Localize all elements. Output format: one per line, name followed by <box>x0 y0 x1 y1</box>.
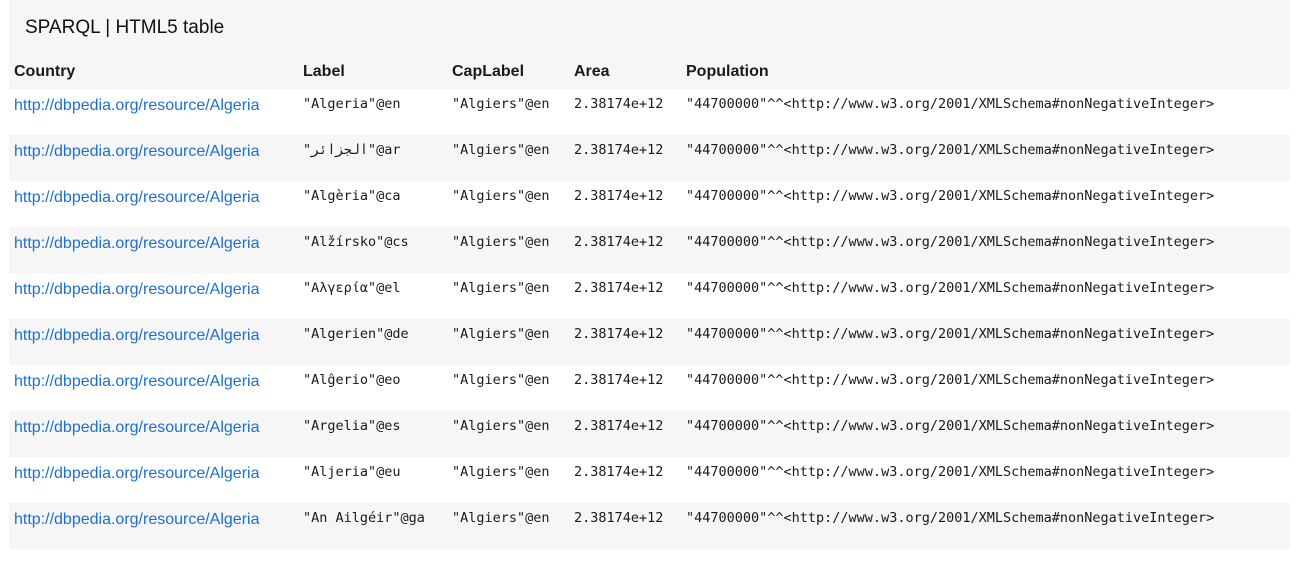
table-row: http://dbpedia.org/resource/Algeria "Alj… <box>9 457 1290 503</box>
column-header-area: Area <box>569 55 681 89</box>
cell-country: http://dbpedia.org/resource/Algeria <box>9 457 298 503</box>
cell-population: "44700000"^^<http://www.w3.org/2001/XMLS… <box>681 181 1290 227</box>
table-row: http://dbpedia.org/resource/Algeria "An … <box>9 503 1290 549</box>
cell-country: http://dbpedia.org/resource/Algeria <box>9 89 298 135</box>
table-row: http://dbpedia.org/resource/Algeria "Alĝ… <box>9 365 1290 411</box>
cell-population: "44700000"^^<http://www.w3.org/2001/XMLS… <box>681 89 1290 135</box>
cell-population: "44700000"^^<http://www.w3.org/2001/XMLS… <box>681 457 1290 503</box>
cell-area: 2.38174e+12 <box>569 319 681 365</box>
cell-country: http://dbpedia.org/resource/Algeria <box>9 319 298 365</box>
table-row: http://dbpedia.org/resource/Algeria "Alž… <box>9 227 1290 273</box>
country-link[interactable]: http://dbpedia.org/resource/Algeria <box>14 143 260 160</box>
country-link[interactable]: http://dbpedia.org/resource/Algeria <box>14 465 260 482</box>
country-link[interactable]: http://dbpedia.org/resource/Algeria <box>14 97 260 114</box>
country-link[interactable]: http://dbpedia.org/resource/Algeria <box>14 419 260 436</box>
cell-country: http://dbpedia.org/resource/Algeria <box>9 135 298 181</box>
cell-country: http://dbpedia.org/resource/Algeria <box>9 365 298 411</box>
cell-label: "An Ailgéir"@ga <box>298 503 447 549</box>
cell-population: "44700000"^^<http://www.w3.org/2001/XMLS… <box>681 319 1290 365</box>
country-link[interactable]: http://dbpedia.org/resource/Algeria <box>14 511 260 528</box>
cell-population: "44700000"^^<http://www.w3.org/2001/XMLS… <box>681 273 1290 319</box>
cell-population: "44700000"^^<http://www.w3.org/2001/XMLS… <box>681 411 1290 457</box>
cell-area: 2.38174e+12 <box>569 411 681 457</box>
country-link[interactable]: http://dbpedia.org/resource/Algeria <box>14 281 260 298</box>
cell-label: "Algerien"@de <box>298 319 447 365</box>
cell-area: 2.38174e+12 <box>569 365 681 411</box>
cell-population: "44700000"^^<http://www.w3.org/2001/XMLS… <box>681 227 1290 273</box>
cell-country: http://dbpedia.org/resource/Algeria <box>9 181 298 227</box>
country-link[interactable]: http://dbpedia.org/resource/Algeria <box>14 327 260 344</box>
column-header-label: Label <box>298 55 447 89</box>
cell-label: "Aljeria"@eu <box>298 457 447 503</box>
cell-caplabel: "Algiers"@en <box>447 365 569 411</box>
cell-area: 2.38174e+12 <box>569 273 681 319</box>
cell-caplabel: "Algiers"@en <box>447 457 569 503</box>
cell-area: 2.38174e+12 <box>569 135 681 181</box>
cell-area: 2.38174e+12 <box>569 181 681 227</box>
cell-country: http://dbpedia.org/resource/Algeria <box>9 273 298 319</box>
column-header-caplabel: CapLabel <box>447 55 569 89</box>
cell-population: "44700000"^^<http://www.w3.org/2001/XMLS… <box>681 503 1290 549</box>
cell-caplabel: "Algiers"@en <box>447 181 569 227</box>
cell-label: "Alžírsko"@cs <box>298 227 447 273</box>
country-link[interactable]: http://dbpedia.org/resource/Algeria <box>14 189 260 206</box>
cell-caplabel: "Algiers"@en <box>447 135 569 181</box>
results-table: Country Label CapLabel Area Population h… <box>9 55 1290 549</box>
table-row: http://dbpedia.org/resource/Algeria "Alg… <box>9 319 1290 365</box>
cell-population: "44700000"^^<http://www.w3.org/2001/XMLS… <box>681 365 1290 411</box>
table-row: http://dbpedia.org/resource/Algeria "Alg… <box>9 181 1290 227</box>
cell-country: http://dbpedia.org/resource/Algeria <box>9 227 298 273</box>
country-link[interactable]: http://dbpedia.org/resource/Algeria <box>14 235 260 252</box>
cell-caplabel: "Algiers"@en <box>447 89 569 135</box>
cell-label: "Algeria"@en <box>298 89 447 135</box>
cell-caplabel: "Algiers"@en <box>447 503 569 549</box>
cell-area: 2.38174e+12 <box>569 227 681 273</box>
cell-population: "44700000"^^<http://www.w3.org/2001/XMLS… <box>681 135 1290 181</box>
table-row: http://dbpedia.org/resource/Algeria "Αλγ… <box>9 273 1290 319</box>
cell-label: "Argelia"@es <box>298 411 447 457</box>
cell-label: "Alĝerio"@eo <box>298 365 447 411</box>
table-row: http://dbpedia.org/resource/Algeria "Arg… <box>9 411 1290 457</box>
column-header-population: Population <box>681 55 1290 89</box>
cell-caplabel: "Algiers"@en <box>447 273 569 319</box>
cell-label: "Αλγερία"@el <box>298 273 447 319</box>
cell-area: 2.38174e+12 <box>569 457 681 503</box>
cell-country: http://dbpedia.org/resource/Algeria <box>9 503 298 549</box>
cell-area: 2.38174e+12 <box>569 503 681 549</box>
cell-caplabel: "Algiers"@en <box>447 319 569 365</box>
table-body: http://dbpedia.org/resource/Algeria "Alg… <box>9 89 1290 549</box>
country-link[interactable]: http://dbpedia.org/resource/Algeria <box>14 373 260 390</box>
cell-caplabel: "Algiers"@en <box>447 227 569 273</box>
column-header-country: Country <box>9 55 298 89</box>
cell-caplabel: "Algiers"@en <box>447 411 569 457</box>
cell-label: "الجزائر"@ar <box>298 135 447 181</box>
header-row: Country Label CapLabel Area Population <box>9 55 1290 89</box>
cell-country: http://dbpedia.org/resource/Algeria <box>9 411 298 457</box>
cell-area: 2.38174e+12 <box>569 89 681 135</box>
cell-label: "Algèria"@ca <box>298 181 447 227</box>
table-row: http://dbpedia.org/resource/Algeria "الج… <box>9 135 1290 181</box>
table-caption: SPARQL | HTML5 table <box>9 0 1290 55</box>
table-row: http://dbpedia.org/resource/Algeria "Alg… <box>9 89 1290 135</box>
